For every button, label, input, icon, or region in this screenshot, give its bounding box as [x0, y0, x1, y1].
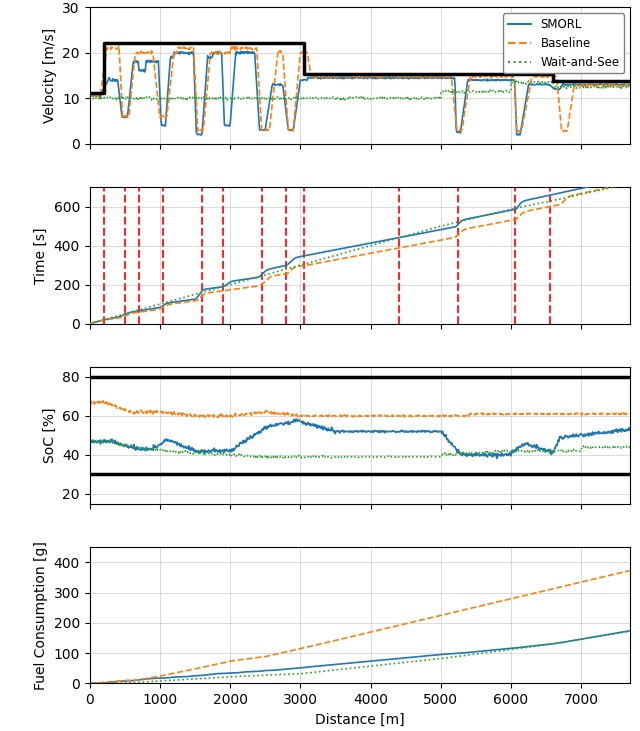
- Y-axis label: Fuel Consumption [g]: Fuel Consumption [g]: [34, 541, 48, 690]
- Y-axis label: Time [s]: Time [s]: [34, 227, 48, 284]
- Y-axis label: Velocity [m/s]: Velocity [m/s]: [43, 28, 57, 123]
- Y-axis label: SoC [%]: SoC [%]: [43, 408, 57, 463]
- Legend: SMORL, Baseline, Wait-and-See: SMORL, Baseline, Wait-and-See: [503, 13, 625, 73]
- X-axis label: Distance [m]: Distance [m]: [315, 713, 405, 727]
